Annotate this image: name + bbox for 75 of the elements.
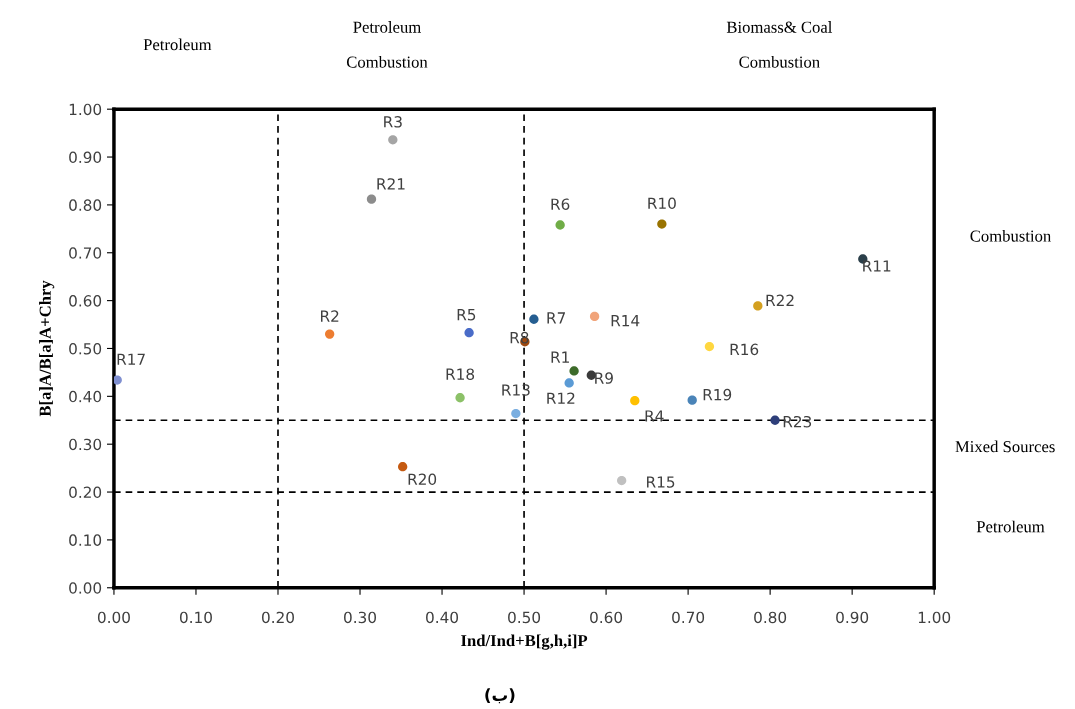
text: Petroleum — [976, 520, 1045, 533]
text: Biomass& Coal Combustion — [726, 21, 833, 68]
series-label: R2 — [321, 310, 339, 322]
point — [589, 311, 600, 322]
point — [529, 314, 539, 324]
point — [753, 301, 763, 311]
point — [555, 220, 565, 230]
y-tick-label: 1.00 — [69, 103, 102, 116]
x-tick-label: 0.40 — [426, 611, 459, 624]
point — [366, 194, 377, 204]
point — [617, 475, 627, 486]
text: Combustion — [970, 229, 1051, 242]
y-tick-label: 0.90 — [69, 151, 102, 164]
series-label: R12 — [547, 392, 575, 404]
y-tick-label: 0.10 — [69, 534, 102, 546]
y-tick-label: 0.20 — [69, 486, 102, 499]
y-tick-label: 0.50 — [69, 342, 102, 355]
series-label: R22 — [766, 294, 794, 306]
series-label: R10 — [648, 197, 676, 210]
text: (ب) — [485, 688, 515, 704]
x-tick-label: 0.20 — [261, 611, 294, 624]
point — [564, 378, 574, 388]
point — [770, 415, 780, 425]
point — [687, 395, 697, 405]
y-tick-label: 0.30 — [69, 438, 102, 451]
x-tick-label: 0.50 — [508, 611, 541, 624]
point — [388, 135, 398, 145]
series-label: R9 — [595, 372, 613, 384]
series-label: R1 — [551, 351, 569, 363]
y-axis-title: B[a]A/B[a]A+Chry — [39, 280, 55, 417]
text: Petroleum Combustion — [346, 21, 428, 68]
point — [464, 328, 474, 338]
series-label: R7 — [547, 312, 565, 324]
series-label: R5 — [457, 309, 476, 321]
x-tick-label: 0.00 — [97, 611, 130, 624]
series-label: R20 — [408, 473, 437, 485]
point — [398, 462, 408, 472]
series-label: R3 — [384, 116, 402, 128]
series-label: R23 — [783, 415, 812, 428]
point — [704, 341, 715, 352]
y-tick-label: 0.40 — [69, 390, 102, 403]
x-axis-title: Ind/Ind+B[g,h,i]P — [461, 634, 588, 650]
series-label: R13 — [502, 384, 530, 396]
y-tick-label: 0.00 — [69, 582, 102, 594]
text: Petroleum — [143, 38, 212, 51]
series-label: R14 — [611, 315, 640, 327]
series-label: R4 — [645, 410, 664, 422]
x-tick-label: 0.30 — [344, 611, 377, 624]
point — [455, 393, 465, 403]
x-tick-label: 0.90 — [836, 611, 869, 624]
y-tick-label: 0.60 — [69, 295, 102, 307]
x-tick-label: 0.80 — [754, 611, 787, 624]
series-label: R11 — [863, 260, 891, 272]
point — [325, 329, 335, 339]
point — [586, 370, 596, 380]
series-label: R21 — [377, 178, 405, 190]
point — [569, 366, 579, 376]
series-label: R19 — [703, 388, 732, 401]
series-label: R8 — [510, 331, 529, 344]
series-label: R18 — [446, 368, 475, 380]
y-tick-label: 0.80 — [69, 199, 102, 211]
series-label: R17 — [117, 353, 145, 365]
text: Mixed Sources — [955, 440, 1055, 453]
x-tick-label: 0.70 — [672, 611, 705, 624]
point — [511, 408, 521, 419]
x-tick-label: 0.10 — [179, 611, 212, 624]
x-tick-label: 1.00 — [918, 611, 951, 624]
x-tick-label: 0.60 — [590, 611, 623, 624]
y-tick-label: 0.70 — [69, 247, 102, 259]
series-label: R16 — [730, 343, 759, 356]
point — [657, 219, 667, 229]
series-label: R6 — [551, 198, 570, 210]
point — [113, 375, 122, 385]
series-label: R15 — [647, 476, 675, 488]
point — [630, 395, 640, 406]
